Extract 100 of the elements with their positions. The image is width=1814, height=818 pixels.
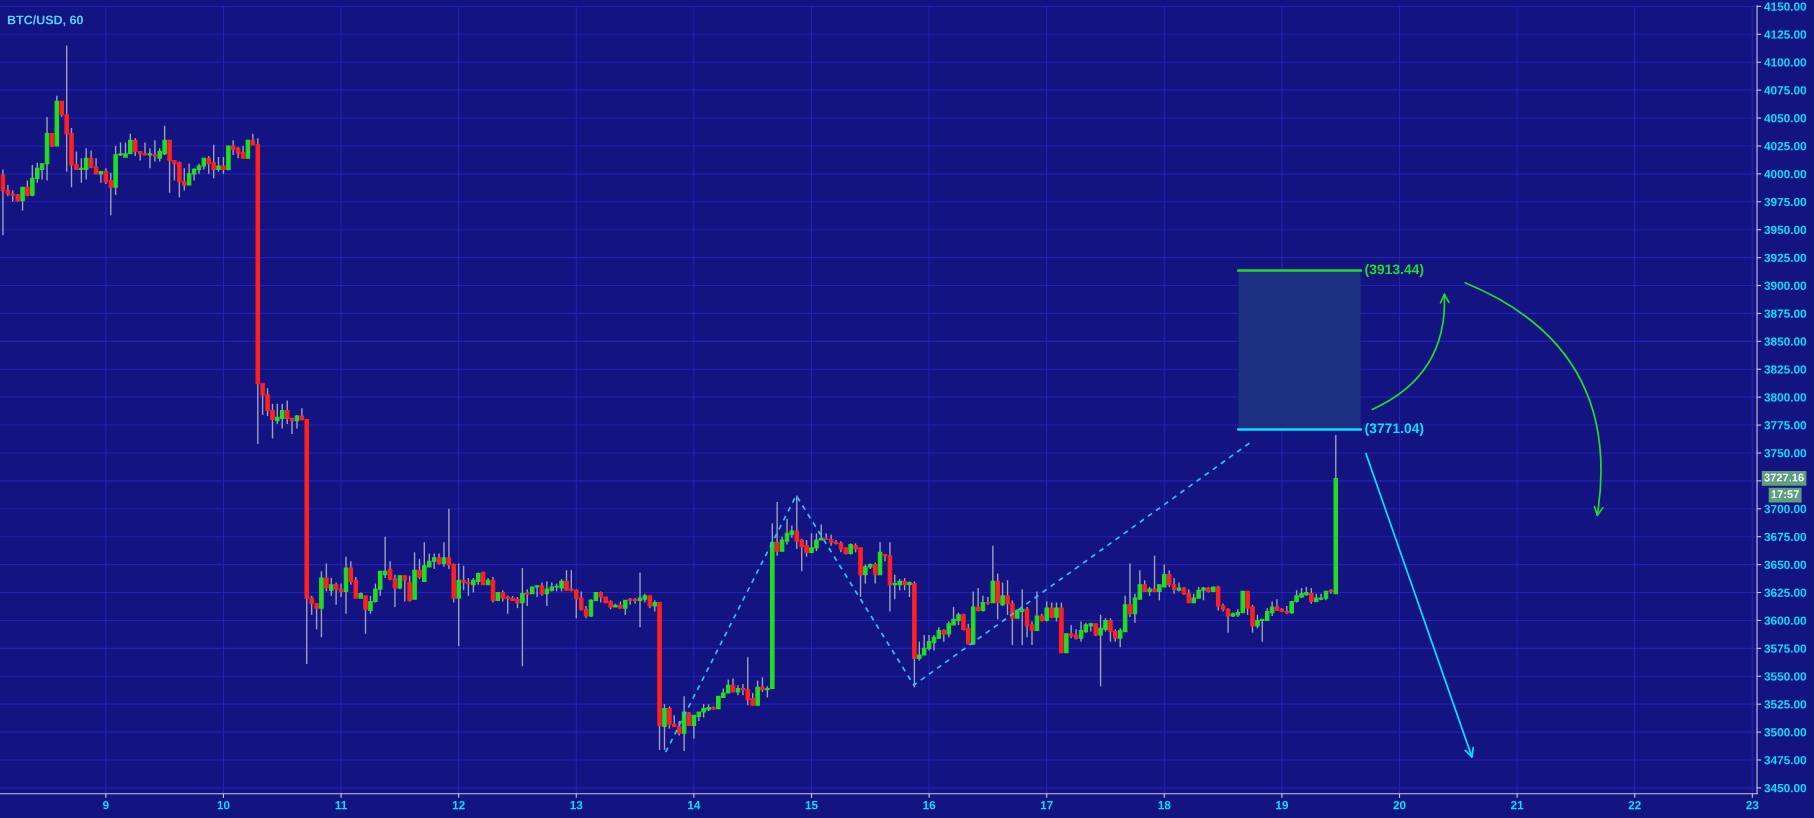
y-tick-label: 3925.00	[1764, 253, 1807, 262]
candlestick	[1127, 562, 1133, 618]
candlestick	[152, 139, 158, 163]
y-tick-label: 4150.00	[1764, 2, 1807, 11]
y-tick-label: 4125.00	[1764, 30, 1807, 39]
candlestick	[691, 714, 697, 740]
candlestick	[226, 145, 231, 172]
x-tick-label: 12	[452, 800, 465, 810]
y-tick-label: 3450.00	[1764, 783, 1807, 793]
candlestick	[83, 147, 89, 181]
y-tick-label: 3575.00	[1764, 644, 1807, 653]
x-tick-label: 23	[1746, 800, 1759, 810]
y-tick-label: 3750.00	[1764, 449, 1807, 458]
candlestick	[142, 141, 148, 156]
candlestick	[417, 558, 422, 580]
x-tick-label: 15	[805, 801, 818, 810]
candlestick	[363, 595, 368, 635]
candlestick	[1019, 588, 1025, 646]
candlestick	[520, 567, 525, 667]
candlestick	[1078, 620, 1084, 643]
candlestick	[990, 544, 996, 604]
x-tick-label: 16	[923, 800, 936, 810]
y-tick-label: 3950.00	[1764, 225, 1807, 235]
candlestick	[333, 581, 339, 606]
candlestick	[279, 403, 285, 430]
candlestick	[1284, 605, 1290, 615]
candlestick	[534, 585, 540, 598]
y-tick-label: 3500.00	[1764, 728, 1807, 737]
candlestick	[284, 399, 290, 425]
y-tick-label: 4025.00	[1764, 141, 1807, 151]
candlestick	[794, 494, 800, 550]
y-tick-label: 3550.00	[1764, 672, 1807, 681]
candlestick	[1225, 607, 1231, 634]
y-tick-label: 3800.00	[1764, 393, 1807, 402]
y-tick-label: 4075.00	[1764, 86, 1807, 95]
y-tick-label: 3825.00	[1764, 365, 1807, 374]
text: 17:57	[1771, 490, 1799, 499]
candlestick	[637, 571, 643, 628]
candlestick	[1064, 633, 1069, 654]
candlestick	[1215, 585, 1221, 612]
x-tick-label: 13	[570, 800, 583, 810]
x-tick-label: 18	[1158, 800, 1171, 810]
y-tick-label: 4100.00	[1764, 58, 1807, 67]
series-label: (3913.44)	[1365, 264, 1424, 277]
candlestick	[402, 575, 408, 603]
candlestick	[774, 501, 780, 557]
y-tick-label: 3525.00	[1764, 700, 1807, 709]
candlestick	[892, 573, 898, 600]
x-tick-label: 10	[217, 800, 230, 810]
candlestick	[995, 572, 1000, 621]
y-tick-label: 3700.00	[1764, 504, 1807, 514]
candlestick	[921, 634, 927, 656]
candlestick	[975, 587, 981, 613]
y-tick-label: 3475.00	[1764, 756, 1807, 765]
candlestick	[324, 562, 329, 593]
candlestick	[1034, 590, 1040, 632]
x-tick-label: 9	[102, 800, 109, 810]
candlestick	[147, 147, 153, 169]
candlestick	[755, 680, 760, 706]
series-label: (3771.04)	[1365, 423, 1424, 436]
candlestick	[1044, 600, 1049, 623]
candlestick	[1152, 554, 1157, 593]
candlestick	[0, 168, 6, 236]
candlestick	[343, 556, 349, 615]
candlestick	[828, 533, 834, 547]
candlestick	[1000, 581, 1005, 607]
candlestick	[627, 597, 633, 606]
x-tick-label: 21	[1510, 800, 1524, 810]
line-series	[664, 440, 1253, 754]
candlestick	[1068, 624, 1074, 639]
x-tick-label: 19	[1276, 800, 1289, 810]
candlestick	[456, 562, 461, 647]
candlestick	[1024, 606, 1030, 638]
x-tick-label: 22	[1628, 800, 1641, 810]
candlestick	[407, 575, 412, 603]
y-tick-label: 4000.00	[1764, 169, 1807, 179]
x-tick-label: 20	[1393, 800, 1406, 810]
y-tick-label: 3675.00	[1764, 532, 1807, 542]
text: BTC/USD, 60	[7, 15, 83, 27]
y-tick-label: 3900.00	[1764, 281, 1807, 290]
candlestick	[662, 703, 667, 751]
y-tick-label: 3625.00	[1764, 588, 1807, 597]
candlestick	[98, 170, 104, 184]
candlestick	[1054, 601, 1059, 623]
candlestick	[441, 541, 447, 568]
x-tick-label: 11	[335, 801, 347, 810]
text: 3727.16	[1764, 473, 1804, 482]
candlestick	[872, 561, 878, 585]
y-tick-label: 3875.00	[1764, 309, 1807, 318]
candlestick	[186, 163, 192, 186]
y-tick-label: 3600.00	[1764, 616, 1807, 625]
x-tick-label: 14	[688, 801, 701, 810]
candlestick	[985, 596, 991, 606]
y-tick-label: 3775.00	[1764, 421, 1807, 430]
candlestick	[20, 186, 25, 212]
x-tick-label: 17	[1040, 801, 1053, 810]
candlestick	[745, 656, 751, 706]
y-tick-label: 3650.00	[1764, 560, 1807, 570]
candlestick	[1171, 577, 1177, 595]
y-tick-label: 4050.00	[1764, 114, 1807, 123]
